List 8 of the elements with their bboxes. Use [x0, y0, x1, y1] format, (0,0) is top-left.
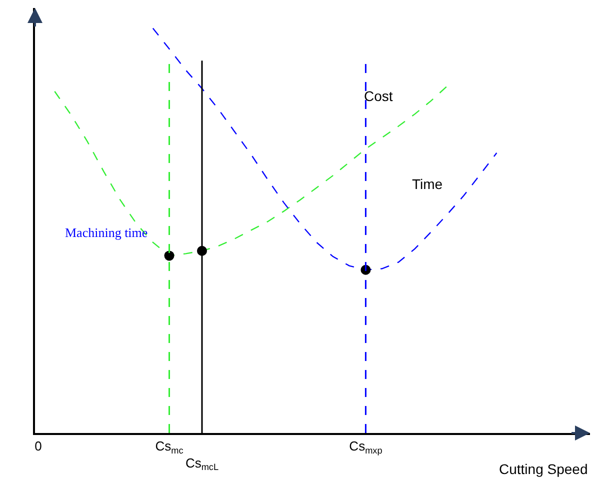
x-axis-title: Cutting Speed	[499, 461, 588, 477]
annotation: Machining time	[65, 225, 148, 240]
series-label: Cost	[364, 88, 393, 104]
series-label: Time	[412, 176, 443, 192]
x-tick-label: Cs$_{mc}$	[155, 438, 184, 456]
x-tick-label: Cs$_{mcL}$	[185, 456, 219, 472]
x-tick-label: Cs$_{mxp}$	[349, 438, 382, 456]
x-tick-label: 0	[34, 438, 42, 454]
